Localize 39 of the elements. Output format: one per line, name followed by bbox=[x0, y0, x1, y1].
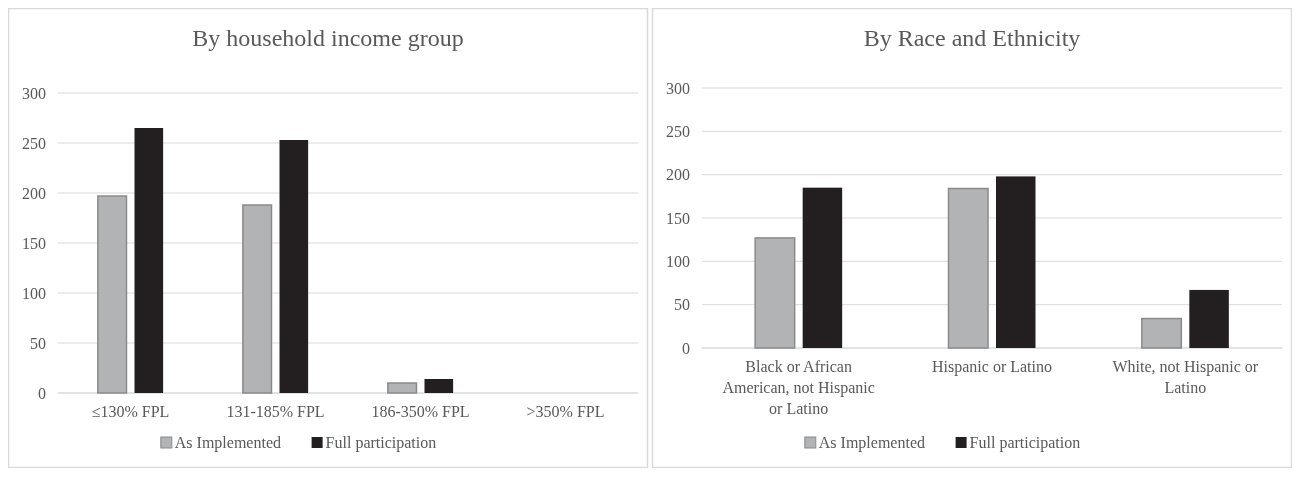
x-tick-label: ≤130% FPL bbox=[91, 403, 170, 420]
x-tick-label: 131-185% FPL bbox=[226, 403, 325, 420]
x-tick-label: >350% FPL bbox=[526, 403, 605, 420]
y-tick-label: 100 bbox=[666, 252, 690, 270]
x-tick-label: 186-350% FPL bbox=[371, 403, 470, 420]
bar bbox=[279, 140, 309, 393]
y-tick-label: 50 bbox=[30, 334, 46, 352]
bar bbox=[996, 176, 1036, 348]
bar bbox=[242, 204, 273, 394]
bar bbox=[947, 187, 989, 349]
bar bbox=[387, 382, 418, 394]
bar bbox=[1141, 317, 1183, 349]
bar bbox=[424, 379, 454, 393]
y-tick-label: 0 bbox=[682, 339, 690, 357]
y-tick-label: 300 bbox=[666, 79, 690, 97]
y-tick-label: 300 bbox=[22, 84, 46, 102]
x-tick-label: Black or African American, not Hispanic or Latino bbox=[722, 358, 875, 417]
bar bbox=[134, 128, 164, 393]
legend-label: Full participation bbox=[325, 434, 437, 452]
y-tick-label: 0 bbox=[38, 384, 46, 402]
y-tick-label: 250 bbox=[22, 134, 46, 152]
legend-label: As Implemented bbox=[174, 434, 281, 452]
y-tick-label: 250 bbox=[666, 122, 690, 140]
x-tick-label: Hispanic or Latino bbox=[932, 358, 1052, 376]
bar bbox=[802, 187, 843, 348]
legend-label: Full participation bbox=[969, 434, 1081, 452]
y-tick-label: 200 bbox=[22, 184, 46, 202]
bar bbox=[1189, 289, 1229, 348]
bar bbox=[754, 237, 796, 349]
y-tick-label: 150 bbox=[22, 234, 46, 252]
legend-label: As Implemented bbox=[818, 434, 925, 452]
chart-title: By household income group bbox=[192, 25, 464, 51]
y-tick-label: 150 bbox=[666, 209, 690, 227]
x-tick-label: White, not Hispanic or Latino bbox=[1112, 358, 1259, 396]
y-tick-label: 200 bbox=[666, 166, 690, 184]
y-tick-label: 100 bbox=[22, 284, 46, 302]
bar bbox=[97, 195, 128, 394]
y-tick-label: 50 bbox=[674, 296, 690, 314]
chart-title: By Race and Ethnicity bbox=[863, 25, 1081, 51]
